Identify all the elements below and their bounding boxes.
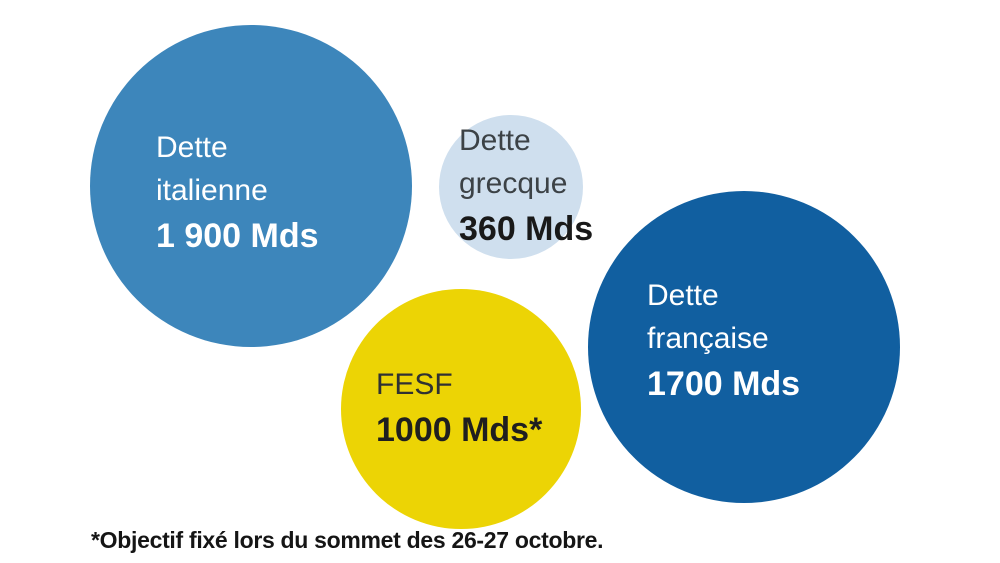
bubble-label-line: française (647, 322, 769, 355)
bubble-value: 1 900 Mds (156, 217, 319, 255)
bubble-label-line: italienne (156, 174, 268, 207)
bubble-label-line: Dette (156, 131, 228, 164)
bubble-label-line: Dette (459, 124, 531, 157)
footnote: *Objectif fixé lors du sommet des 26-27 … (91, 527, 604, 553)
bubble-value: 1700 Mds (647, 365, 801, 403)
bubble-label-line: grecque (459, 167, 568, 200)
bubble-dette-italienne: Dette italienne 1 900 Mds (90, 25, 412, 347)
bubble-dette-grecque: Dette grecque 360 Mds (439, 115, 593, 259)
bubble-dette-francaise: Dette française 1700 Mds (588, 191, 900, 503)
bubble-fesf: FESF 1000 Mds* (341, 289, 581, 529)
bubble-label-line: Dette (647, 279, 719, 312)
bubble-value: 360 Mds (459, 210, 594, 248)
bubble-value: 1000 Mds* (376, 411, 543, 449)
bubble-label-line: FESF (376, 368, 453, 401)
